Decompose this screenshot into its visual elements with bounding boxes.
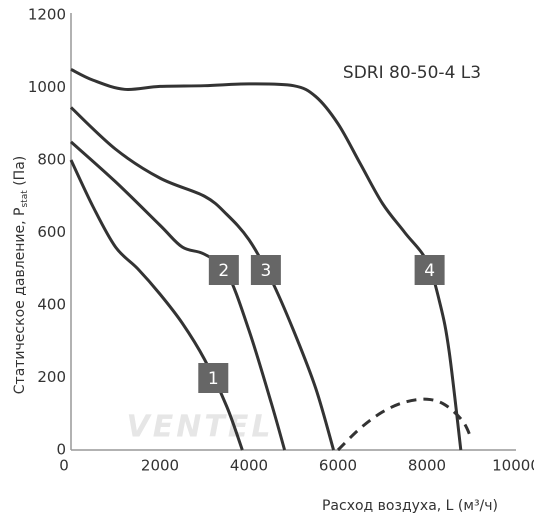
y-axis-label-part: Статическое давление, P	[12, 208, 28, 395]
x-tick-label: 2000	[141, 457, 179, 475]
curve-label: 1	[208, 369, 219, 389]
x-tick-label: 0	[59, 457, 69, 475]
fan-curve	[69, 106, 335, 451]
y-tick-label: 600	[37, 223, 66, 241]
curve-label-box	[414, 255, 445, 285]
curve-label-box	[250, 255, 281, 285]
x-tick-label: 4000	[230, 457, 268, 475]
y-axis-label-part: stat	[20, 190, 30, 208]
y-tick-label: 400	[37, 296, 66, 314]
y-tick-label: 200	[37, 368, 66, 386]
fan-curve	[69, 140, 287, 451]
x-tick-label: 10000	[492, 457, 534, 475]
curve-label-box	[198, 363, 229, 393]
y-axis-label-part: (Па)	[12, 156, 28, 190]
y-tick-label: 1200	[28, 6, 66, 24]
curve-label-box	[208, 255, 239, 285]
curve-label: 3	[260, 261, 271, 281]
fan-curve	[70, 68, 463, 451]
y-axis-label: Статическое давление, Pstat (Па)	[12, 156, 30, 394]
chart-title: SDRI 80-50-4 L3	[343, 63, 481, 83]
curve-label: 2	[218, 261, 229, 281]
y-tick-label: 1000	[28, 78, 66, 96]
title-bg	[318, 58, 506, 86]
x-axis-label: Расход воздуха, L (м³/ч)	[322, 498, 498, 514]
x-tick-label: 6000	[319, 457, 357, 475]
curve-label: 4	[424, 261, 435, 281]
dashed-curve	[336, 397, 473, 452]
x-tick-label: 8000	[408, 457, 446, 475]
y-tick-label: 800	[37, 151, 66, 169]
y-tick-label: 0	[56, 441, 66, 459]
watermark: VENTEL	[127, 410, 274, 445]
